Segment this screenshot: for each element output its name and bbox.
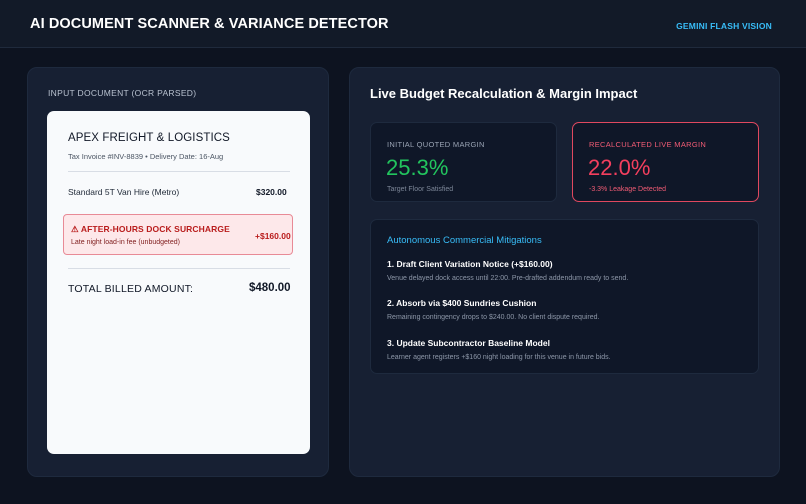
engine-badge[interactable]: GEMINI FLASH VISION: [676, 21, 772, 31]
kpi-label: RECALCULATED LIVE MARGIN: [589, 140, 707, 149]
input-document-panel: INPUT DOCUMENT (OCR PARSED) APEX FREIGHT…: [27, 67, 329, 477]
mitigations-title: Autonomous Commercial Mitigations: [387, 235, 542, 246]
invoice-vendor: APEX FREIGHT & LOGISTICS: [68, 132, 230, 144]
mitigation-title: 2. Absorb via $400 Sundries Cushion: [387, 298, 537, 308]
mitigations-card: Autonomous Commercial Mitigations 1. Dra…: [370, 219, 759, 374]
total-amount: $480.00: [249, 282, 291, 294]
live-margin-card: RECALCULATED LIVE MARGIN 22.0% -3.3% Lea…: [572, 122, 759, 202]
invoice-meta: Tax Invoice #INV-8839 • Delivery Date: 1…: [68, 152, 224, 161]
divider: [68, 171, 290, 172]
kpi-status: -3.3% Leakage Detected: [589, 186, 667, 193]
top-bar: AI DOCUMENT SCANNER & VARIANCE DETECTOR …: [0, 0, 806, 48]
mitigation-title: 3. Update Subcontractor Baseline Model: [387, 338, 550, 348]
mitigation-desc: Remaining contingency drops to $240.00. …: [387, 314, 600, 321]
panel-label: INPUT DOCUMENT (OCR PARSED): [48, 88, 197, 98]
total-label: TOTAL BILLED AMOUNT:: [68, 283, 194, 295]
line-item-label: Standard 5T Van Hire (Metro): [68, 187, 180, 197]
variance-title: ⚠ AFTER-HOURS DOCK SURCHARGE: [71, 224, 230, 234]
kpi-status: Target Floor Satisfied: [387, 186, 454, 193]
margin-impact-panel: Live Budget Recalculation & Margin Impac…: [349, 67, 780, 477]
mitigation-item[interactable]: 3. Update Subcontractor Baseline Model L…: [387, 338, 747, 361]
mitigation-desc: Venue delayed dock access until 22:00. P…: [387, 275, 629, 282]
mitigation-item[interactable]: 1. Draft Client Variation Notice (+$160.…: [387, 259, 747, 282]
divider: [68, 268, 290, 269]
mitigation-desc: Learner agent registers +$160 night load…: [387, 354, 611, 361]
variance-amount: +$160.00: [255, 231, 291, 241]
parsed-invoice: APEX FREIGHT & LOGISTICS Tax Invoice #IN…: [47, 111, 310, 454]
mitigation-item[interactable]: 2. Absorb via $400 Sundries Cushion Rema…: [387, 298, 747, 321]
section-title: Live Budget Recalculation & Margin Impac…: [370, 86, 638, 101]
kpi-value: 22.0%: [588, 155, 651, 180]
kpi-label: INITIAL QUOTED MARGIN: [387, 140, 485, 149]
kpi-value: 25.3%: [386, 155, 449, 180]
variance-note: Late night load-in fee (unbudgeted): [71, 239, 180, 246]
variance-highlight[interactable]: ⚠ AFTER-HOURS DOCK SURCHARGE Late night …: [63, 214, 293, 255]
app-title: AI DOCUMENT SCANNER & VARIANCE DETECTOR: [30, 16, 389, 32]
mitigation-title: 1. Draft Client Variation Notice (+$160.…: [387, 259, 553, 269]
initial-margin-card: INITIAL QUOTED MARGIN 25.3% Target Floor…: [370, 122, 557, 202]
line-item-amount: $320.00: [256, 187, 287, 197]
